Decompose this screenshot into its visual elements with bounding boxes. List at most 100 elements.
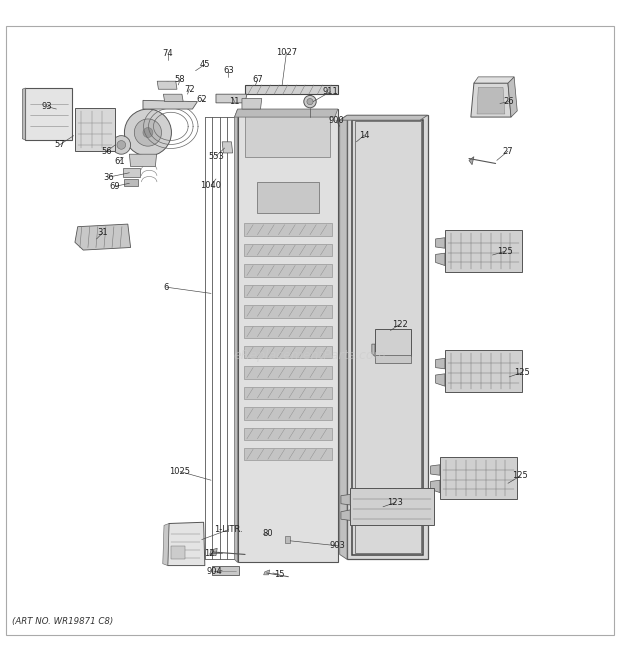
Polygon shape (244, 223, 332, 236)
Polygon shape (244, 244, 332, 256)
Circle shape (283, 535, 291, 544)
Polygon shape (341, 510, 350, 520)
Text: 900: 900 (328, 116, 344, 125)
Text: 1027: 1027 (276, 48, 297, 57)
Polygon shape (244, 285, 332, 297)
Polygon shape (212, 566, 239, 575)
Circle shape (117, 141, 126, 149)
Polygon shape (431, 465, 440, 475)
Circle shape (257, 530, 266, 539)
Text: 26: 26 (504, 97, 515, 106)
Polygon shape (508, 77, 517, 117)
Text: 1-LITR.: 1-LITR. (214, 525, 242, 534)
Polygon shape (237, 109, 338, 563)
Polygon shape (347, 115, 428, 559)
Text: 61: 61 (114, 157, 125, 166)
Polygon shape (125, 179, 138, 186)
Circle shape (143, 128, 153, 137)
Polygon shape (257, 182, 319, 213)
Circle shape (112, 136, 131, 154)
Circle shape (260, 533, 264, 537)
Polygon shape (440, 457, 517, 499)
Text: 45: 45 (200, 60, 210, 69)
Text: 553: 553 (208, 151, 224, 161)
Polygon shape (436, 374, 445, 386)
Polygon shape (168, 522, 205, 566)
Polygon shape (244, 264, 332, 277)
Text: 904: 904 (206, 567, 222, 576)
Polygon shape (340, 115, 428, 120)
Polygon shape (163, 524, 169, 566)
Circle shape (307, 98, 313, 104)
Polygon shape (244, 366, 332, 379)
Text: 62: 62 (197, 95, 207, 104)
Text: 58: 58 (175, 75, 185, 85)
Polygon shape (372, 344, 375, 356)
Circle shape (224, 147, 229, 152)
Polygon shape (445, 350, 522, 393)
Circle shape (135, 119, 162, 146)
Polygon shape (164, 94, 183, 102)
Polygon shape (234, 109, 338, 117)
Text: 11: 11 (229, 97, 240, 106)
Polygon shape (157, 81, 177, 89)
Polygon shape (477, 87, 505, 114)
Polygon shape (469, 157, 474, 165)
Polygon shape (436, 253, 445, 266)
Polygon shape (244, 407, 332, 420)
Text: 27: 27 (503, 147, 513, 155)
Polygon shape (210, 548, 217, 556)
Text: (ART NO. WR19871 C8): (ART NO. WR19871 C8) (12, 617, 113, 626)
Polygon shape (123, 169, 140, 177)
Text: 80: 80 (263, 529, 273, 538)
Circle shape (247, 100, 255, 108)
Polygon shape (245, 85, 338, 94)
Polygon shape (264, 570, 270, 575)
Text: 6: 6 (164, 283, 169, 292)
Circle shape (165, 82, 171, 88)
Polygon shape (244, 346, 332, 358)
Text: 57: 57 (54, 140, 64, 149)
Bar (285, 536, 290, 543)
Text: 1040: 1040 (200, 180, 221, 190)
Text: 14: 14 (359, 130, 370, 139)
Polygon shape (340, 115, 347, 559)
Polygon shape (436, 358, 445, 369)
Text: 903: 903 (330, 541, 346, 550)
Circle shape (304, 95, 316, 108)
Text: 69: 69 (110, 182, 120, 191)
Text: 1025: 1025 (170, 467, 190, 476)
Polygon shape (222, 142, 232, 153)
Text: 123: 123 (388, 498, 403, 507)
Text: 911: 911 (322, 87, 339, 97)
Polygon shape (244, 448, 332, 461)
Text: 125: 125 (513, 471, 528, 481)
Text: 93: 93 (42, 102, 53, 111)
Polygon shape (244, 387, 332, 399)
Text: 67: 67 (252, 75, 263, 85)
Polygon shape (471, 83, 511, 117)
Text: 15: 15 (274, 570, 285, 579)
Polygon shape (244, 428, 332, 440)
Text: 74: 74 (162, 50, 173, 58)
Polygon shape (244, 305, 332, 317)
Bar (172, 546, 185, 559)
Polygon shape (216, 94, 247, 103)
Text: 63: 63 (223, 66, 234, 75)
Circle shape (213, 568, 218, 573)
Polygon shape (75, 108, 115, 151)
Polygon shape (341, 494, 350, 505)
Polygon shape (242, 98, 262, 109)
Circle shape (125, 109, 172, 156)
Polygon shape (375, 355, 411, 363)
Polygon shape (234, 109, 237, 563)
Polygon shape (143, 100, 197, 109)
Polygon shape (436, 238, 445, 249)
Polygon shape (245, 114, 330, 157)
Text: 31: 31 (97, 228, 108, 237)
Polygon shape (25, 88, 72, 140)
Polygon shape (22, 88, 25, 140)
Polygon shape (130, 154, 157, 167)
Text: eReplacementParts.com: eReplacementParts.com (234, 349, 386, 362)
Polygon shape (75, 224, 131, 250)
